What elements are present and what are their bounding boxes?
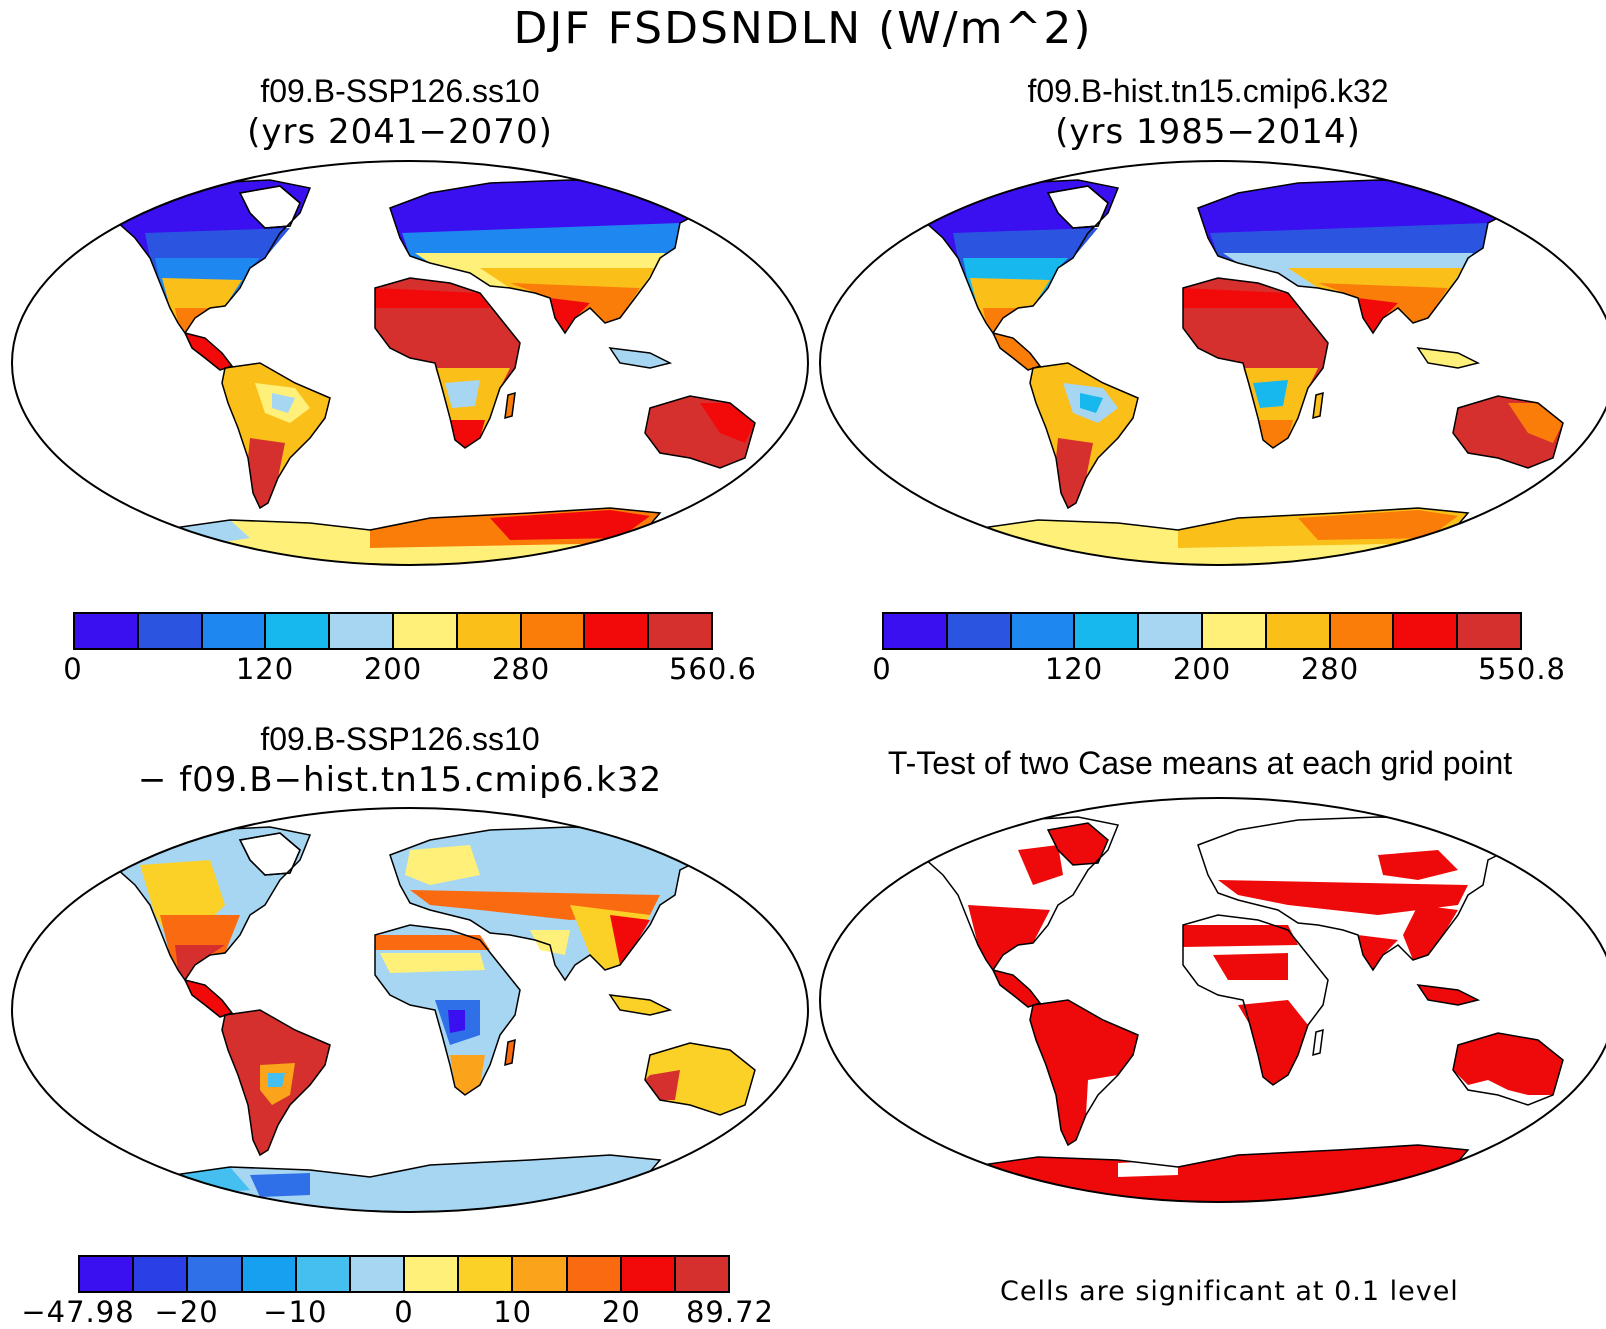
colorbar-swatch <box>1458 614 1520 648</box>
figure-title: DJF FSDSNDLN (W/m^2) <box>513 3 1093 54</box>
map-top-left <box>11 160 809 566</box>
colorbar-swatch <box>513 1257 568 1291</box>
colorbar-swatch <box>459 1257 514 1291</box>
colorbar-tick-label: 200 <box>363 652 423 686</box>
colorbar-tick-label: 280 <box>1300 652 1360 686</box>
colorbar-tick-label: 0 <box>872 652 892 686</box>
colorbar-swatch <box>202 614 267 648</box>
colorbar-swatch <box>1139 614 1203 648</box>
colorbar-tick-label: −10 <box>263 1295 328 1329</box>
panel-title-bottom-left: f09.B-SSP126.ss10 <box>260 721 540 757</box>
colorbar-swatch <box>1075 614 1140 648</box>
colorbar-top-right <box>882 612 1522 650</box>
map-bottom-left <box>11 807 809 1213</box>
colorbar-swatch <box>75 614 139 648</box>
colorbar-tick-label: 550.8 <box>1477 652 1567 686</box>
colorbar-swatch <box>947 614 1012 648</box>
colorbar-swatch <box>296 1257 351 1291</box>
colorbar-swatch <box>188 1257 243 1291</box>
colorbar-swatch <box>266 614 331 648</box>
panel-subtitle-bottom-left: − f09.B−hist.tn15.cmip6.k32 <box>137 760 663 800</box>
colorbar-swatch <box>649 614 711 648</box>
colorbar-tick-label: 560.6 <box>668 652 758 686</box>
colorbar-swatch <box>1266 614 1331 648</box>
colorbar-swatch <box>521 614 586 648</box>
significance-note: Cells are significant at 0.1 level <box>1000 1276 1459 1307</box>
panel-title-top-right: f09.B-hist.tn15.cmip6.k32 <box>1027 73 1389 109</box>
colorbar-tick-label: 10 <box>493 1295 533 1329</box>
colorbar-swatch <box>350 1257 406 1291</box>
colorbar-swatch <box>1202 614 1267 648</box>
colorbar-swatch <box>330 614 394 648</box>
colorbar-tick-label: −47.98 <box>21 1295 135 1329</box>
colorbar-swatch <box>393 614 458 648</box>
colorbar-bottom-left <box>78 1255 730 1293</box>
panel-subtitle-top-right: (yrs 1985−2014) <box>1055 112 1361 152</box>
colorbar-swatch <box>1330 614 1395 648</box>
colorbar-swatch <box>567 1257 622 1291</box>
map-top-right <box>819 160 1606 566</box>
panel-title-top-left: f09.B-SSP126.ss10 <box>260 73 540 109</box>
colorbar-tick-label: 200 <box>1172 652 1232 686</box>
colorbar-top-left <box>73 612 713 650</box>
map-bottom-right <box>819 797 1606 1203</box>
colorbar-swatch <box>405 1257 460 1291</box>
colorbar-swatch <box>884 614 948 648</box>
colorbar-tick-label: 89.72 <box>685 1295 775 1329</box>
colorbar-tick-label: −20 <box>154 1295 219 1329</box>
colorbar-tick-label: 120 <box>1044 652 1104 686</box>
colorbar-swatch <box>1011 614 1076 648</box>
panel-title-bottom-right: T-Test of two Case means at each grid po… <box>887 745 1513 781</box>
colorbar-tick-label: 0 <box>63 652 83 686</box>
colorbar-tick-label: 280 <box>491 652 551 686</box>
colorbar-swatch <box>457 614 522 648</box>
colorbar-swatch <box>80 1257 135 1291</box>
colorbar-swatch <box>675 1257 729 1291</box>
panel-subtitle-top-left: (yrs 2041−2070) <box>247 112 553 152</box>
colorbar-swatch <box>1394 614 1459 648</box>
colorbar-swatch <box>134 1257 189 1291</box>
colorbar-tick-label: 120 <box>235 652 295 686</box>
colorbar-swatch <box>242 1257 297 1291</box>
colorbar-swatch <box>621 1257 676 1291</box>
colorbar-tick-label: 0 <box>394 1295 414 1329</box>
colorbar-tick-label: 20 <box>601 1295 641 1329</box>
colorbar-swatch <box>585 614 650 648</box>
colorbar-swatch <box>138 614 203 648</box>
